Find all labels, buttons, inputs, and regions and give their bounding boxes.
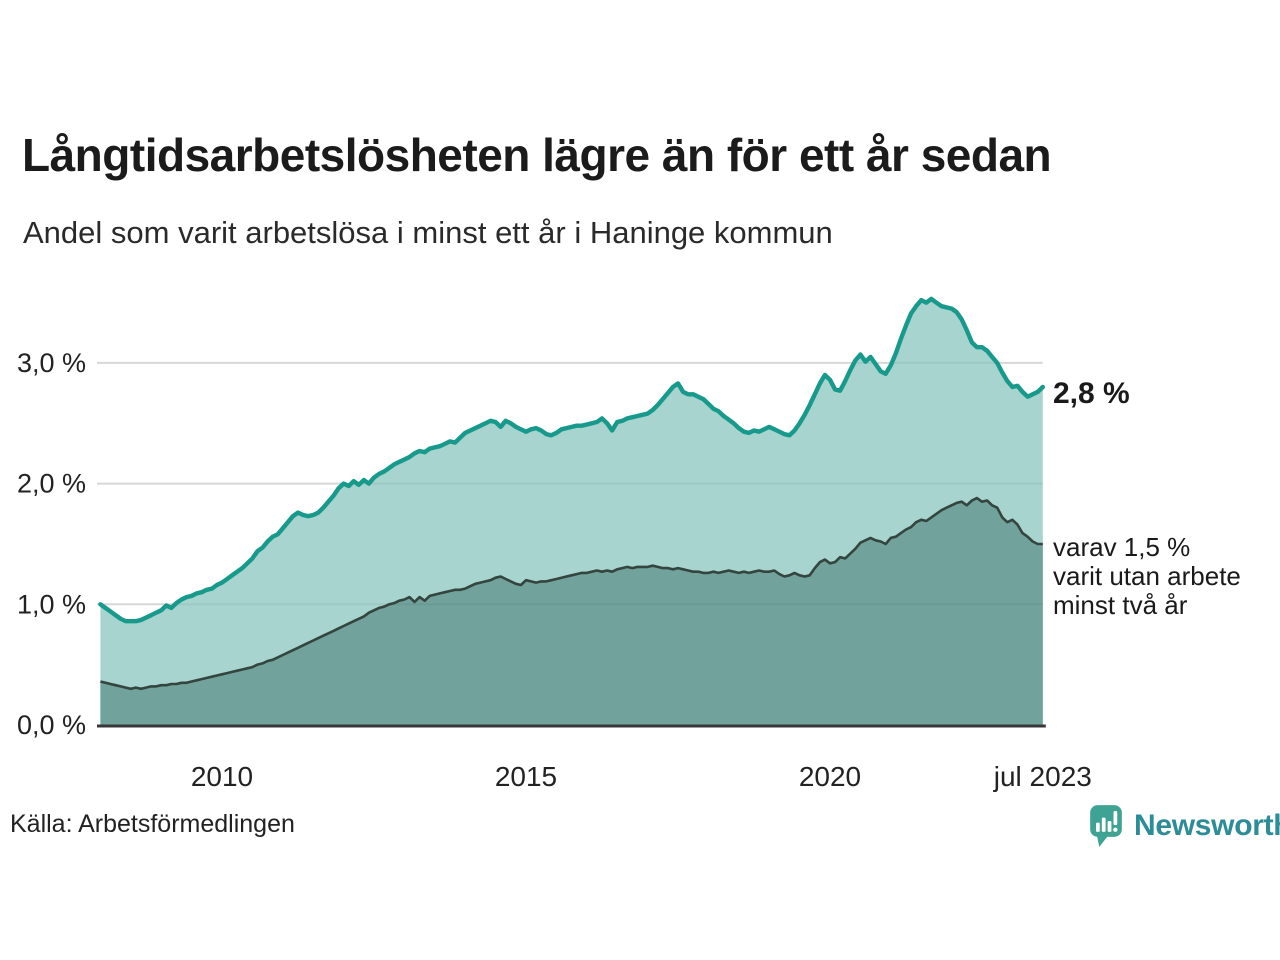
y-axis-tick-label: 2,0 % — [17, 469, 86, 499]
x-axis-tick-label: 2015 — [495, 761, 557, 792]
x-axis-tick-label: jul 2023 — [993, 761, 1092, 792]
page-subtitle: Andel som varit arbetslösa i minst ett å… — [23, 215, 833, 250]
series2-annotation-line2: varit utan arbete — [1053, 561, 1241, 591]
series1-line — [98, 296, 1045, 624]
y-axis-tick-label: 3,0 % — [17, 348, 86, 378]
y-axis-tick-label: 1,0 % — [17, 589, 86, 619]
series2-annotation-line3: minst två år — [1053, 590, 1188, 620]
series2-area-fill — [100, 498, 1043, 725]
series1-end-value-label: 2,8 % — [1053, 377, 1130, 410]
x-axis-tick-label: 2020 — [799, 761, 861, 792]
page-title: Långtidsarbetslösheten lägre än för ett … — [22, 129, 1052, 181]
series2-line — [100, 496, 1043, 691]
newsworthy-pin-icon — [1090, 805, 1122, 847]
x-axis-tick-label: 2010 — [191, 761, 253, 792]
newsworthy-wordmark: Newsworthy — [1134, 809, 1280, 842]
series2-annotation-line1: varav 1,5 % — [1053, 532, 1191, 562]
newsworthy-logo: Newsworthy — [1086, 800, 1280, 852]
series2-annotation: varav 1,5 % varit utan arbete minst två … — [1053, 533, 1241, 620]
y-axis-tick-label: 0,0 % — [17, 710, 86, 740]
source-credit: Källa: Arbetsförmedlingen — [10, 810, 295, 838]
